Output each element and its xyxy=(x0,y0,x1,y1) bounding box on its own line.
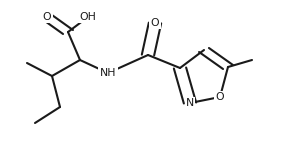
Text: O: O xyxy=(151,18,159,28)
Text: N: N xyxy=(186,98,194,108)
Text: OH: OH xyxy=(80,12,96,22)
Text: NH: NH xyxy=(100,68,116,78)
Text: O: O xyxy=(43,12,51,22)
Text: O: O xyxy=(216,92,224,102)
